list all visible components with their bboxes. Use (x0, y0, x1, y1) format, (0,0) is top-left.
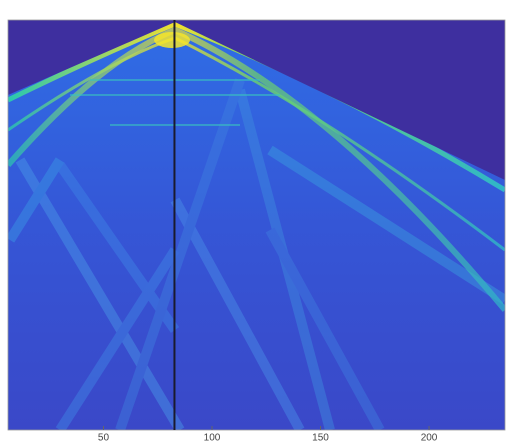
x-tick-label: 100 (204, 433, 221, 444)
x-tick-label: 200 (421, 433, 438, 444)
x-tick-label: 150 (312, 433, 329, 444)
x-tick-label: 50 (98, 433, 110, 444)
plot-frame (7, 19, 506, 431)
heatmap (8, 20, 505, 430)
